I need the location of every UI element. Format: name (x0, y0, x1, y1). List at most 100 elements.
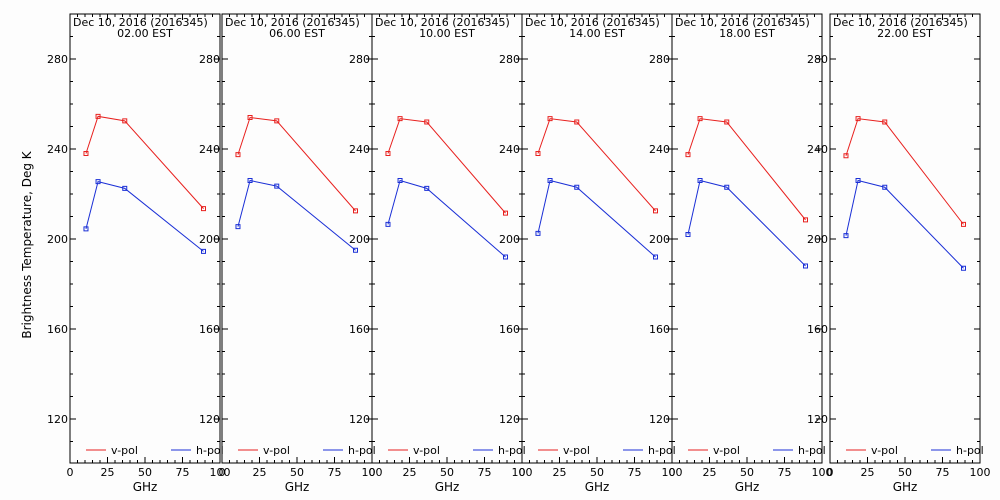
y-tick-label: 120 (807, 413, 828, 426)
data-point-h-pol (83, 226, 89, 232)
data-point-h-pol (122, 185, 128, 191)
x-tick-label: 25 (403, 466, 417, 479)
data-point-h-pol (353, 247, 358, 253)
series-line-h-pol (387, 179, 506, 258)
panel-title: Dec 10, 2016 (2016345) (675, 16, 810, 29)
panel-title: Dec 10, 2016 (2016345) (225, 16, 360, 29)
y-tick-label: 280 (47, 53, 68, 66)
series-line-v-pol (687, 118, 806, 221)
x-tick-label: 25 (253, 466, 267, 479)
panel-subtitle: 18.00 EST (719, 27, 775, 40)
data-point-v-pol (803, 217, 808, 223)
series-line-v-pol (387, 118, 506, 214)
x-tick-label: 100 (662, 466, 683, 479)
y-tick-label: 240 (199, 143, 220, 156)
panel-title: Dec 10, 2016 (2016345) (833, 16, 968, 29)
y-tick-label: 240 (349, 143, 370, 156)
y-tick-label: 160 (807, 323, 828, 336)
y-tick-label: 200 (807, 233, 828, 246)
data-point-v-pol (843, 153, 849, 159)
data-point-v-pol (503, 210, 508, 216)
data-point-h-pol (274, 183, 280, 189)
series-line-h-pol (85, 181, 204, 252)
y-tick-label: 160 (199, 323, 220, 336)
data-point-v-pol (95, 113, 101, 119)
x-tick-label: 0 (219, 466, 226, 479)
x-tick-label: 50 (740, 466, 754, 479)
x-tick-label: 50 (290, 466, 304, 479)
data-point-v-pol (83, 151, 89, 156)
data-point-v-pol (274, 118, 280, 124)
data-point-h-pol (547, 178, 553, 183)
x-tick-label: 0 (827, 466, 834, 479)
data-point-v-pol (247, 115, 253, 120)
series-line-v-pol (85, 115, 204, 209)
y-tick-label: 120 (199, 413, 220, 426)
data-point-v-pol (397, 116, 403, 122)
panel-3: Dec 10, 2016 (2016345)10.00 EST 120 160 200… (349, 13, 533, 494)
panel-5: Dec 10, 2016 (2016345)18.00 EST 120 160 200… (649, 13, 833, 494)
y-tick-label: 200 (499, 233, 520, 246)
x-tick-label: 25 (861, 466, 875, 479)
x-tick-label: 75 (478, 466, 492, 479)
y-tick-label: 120 (499, 413, 520, 426)
y-tick-label: 200 (349, 233, 370, 246)
data-point-v-pol (353, 208, 358, 214)
data-point-v-pol (724, 119, 730, 125)
x-tick-label: 50 (440, 466, 454, 479)
y-tick-label: 280 (349, 53, 370, 66)
data-point-v-pol (424, 119, 430, 125)
data-point-h-pol (855, 178, 861, 183)
x-tick-label: 100 (812, 466, 833, 479)
x-tick-label: 50 (590, 466, 604, 479)
panel-4: Dec 10, 2016 (2016345)14.00 EST 120 160 200… (499, 13, 683, 494)
panel-subtitle: 02.00 EST (117, 27, 173, 40)
data-point-h-pol (424, 185, 430, 191)
data-point-h-pol (201, 248, 206, 254)
panels: Dec 10, 2016 (2016345) 02.00 EST 120 160 200… (47, 13, 991, 494)
legend-label-v-pol: v-pol (563, 444, 590, 457)
legend-label-v-pol: v-pol (413, 444, 440, 457)
panel-subtitle: 22.00 EST (877, 27, 933, 40)
panel-subtitle: 10.00 EST (419, 27, 475, 40)
data-point-v-pol (882, 119, 888, 125)
y-tick-label: 280 (199, 53, 220, 66)
y-tick-label: 200 (649, 233, 670, 246)
x-tick-label: 100 (970, 466, 991, 479)
panel-1: Dec 10, 2016 (2016345)02.00 EST 120 160 200… (47, 13, 231, 494)
x-tick-label: 0 (67, 466, 74, 479)
x-axis-label: GHz (133, 480, 158, 494)
data-point-h-pol (574, 184, 580, 190)
legend-label-v-pol: v-pol (263, 444, 290, 457)
x-axis-label: GHz (735, 480, 760, 494)
series-line-h-pol (687, 179, 806, 267)
panel-6: Dec 10, 2016 (2016345)22.00 EST 120 160 200… (807, 13, 991, 494)
x-tick-label: 100 (512, 466, 533, 479)
series-line-v-pol (845, 118, 964, 225)
x-tick-label: 100 (362, 466, 383, 479)
panel-subtitle: 06.00 EST (269, 27, 325, 40)
x-tick-label: 100 (210, 466, 231, 479)
data-point-v-pol (385, 151, 391, 156)
y-tick-label: 240 (649, 143, 670, 156)
data-point-v-pol (685, 152, 691, 158)
y-tick-label: 240 (499, 143, 520, 156)
legend-label-v-pol: v-pol (871, 444, 898, 457)
data-point-h-pol (397, 178, 403, 183)
y-tick-label: 160 (349, 323, 370, 336)
series-line-h-pol (237, 179, 356, 251)
legend-label-h-pol: h-pol (956, 444, 984, 457)
series-line-v-pol (537, 118, 656, 212)
x-tick-label: 75 (628, 466, 642, 479)
data-point-h-pol (235, 224, 241, 230)
x-axis-label: GHz (285, 480, 310, 494)
x-axis-label: GHz (585, 480, 610, 494)
data-point-h-pol (95, 179, 101, 185)
x-tick-label: 25 (703, 466, 717, 479)
y-tick-label: 160 (649, 323, 670, 336)
x-tick-label: 50 (898, 466, 912, 479)
x-tick-label: 25 (553, 466, 567, 479)
data-point-v-pol (535, 151, 541, 156)
